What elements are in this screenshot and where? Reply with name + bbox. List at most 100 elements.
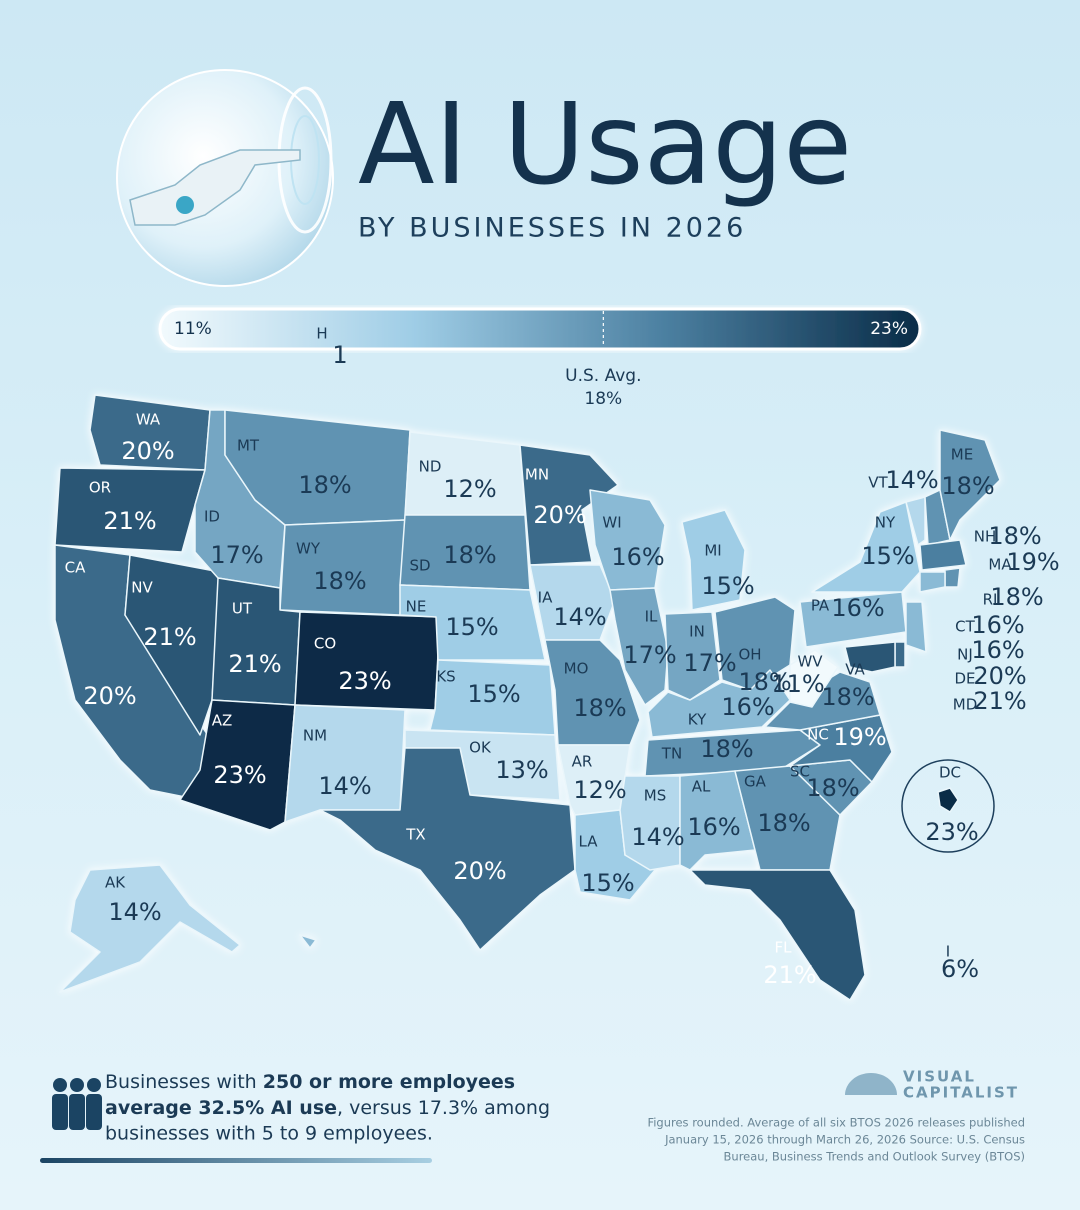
state-name: AZ: [212, 712, 233, 730]
state-value: 18%: [941, 472, 994, 500]
state-name: FL: [775, 939, 793, 957]
state-name: UT: [232, 600, 253, 618]
state-shape: [54, 467, 206, 553]
state-value: 15%: [445, 613, 498, 641]
state-name: LA: [579, 833, 599, 851]
state-value: 23%: [925, 818, 978, 846]
state-name: TX: [405, 826, 425, 844]
state-name: MT: [237, 437, 260, 455]
state-shape: [544, 639, 641, 746]
state-name: WY: [296, 540, 321, 558]
state-value: 15%: [701, 572, 754, 600]
state-shape: [89, 394, 211, 471]
state-name: NJ: [957, 646, 973, 664]
state-shape: [284, 704, 406, 823]
callout-line: average 32.5% AI use, versus 17.3% among: [105, 1097, 550, 1119]
state-value: 18%: [700, 735, 753, 763]
state-name: NC: [807, 726, 829, 744]
state-value: 15%: [861, 542, 914, 570]
state-value: 19%: [1006, 548, 1059, 576]
state-shape: [919, 571, 946, 593]
callout-line: Businesses with 250 or more employees: [105, 1071, 515, 1093]
state-name: OK: [469, 739, 492, 757]
us-map: [54, 394, 1001, 1001]
robot-joint: [176, 196, 194, 214]
state-name: ND: [419, 458, 442, 476]
state-shape: [59, 864, 241, 993]
state-shape: [689, 869, 866, 1001]
state-name: MN: [525, 466, 549, 484]
brand-logo: VISUAL CAPITALIST: [845, 1068, 1019, 1102]
average-label: U.S. Avg.: [565, 366, 641, 386]
state-value: 20%: [83, 682, 136, 710]
state-name: WV: [797, 653, 823, 671]
state-name: SC: [790, 763, 810, 781]
state-value: 18%: [806, 774, 859, 802]
state-shape: [789, 714, 893, 783]
title: AI Usage: [358, 80, 852, 210]
callout-bold: average 32.5% AI use: [105, 1097, 337, 1119]
callout-text: , versus 17.3% among: [337, 1097, 550, 1119]
state-value: 20%: [973, 662, 1026, 690]
state-value: 18%: [757, 809, 810, 837]
state-name: MD: [953, 696, 978, 714]
callout-bold: 250 or more employees: [263, 1071, 515, 1093]
state-value: 15%: [581, 869, 634, 897]
state-value: 18%: [573, 694, 626, 722]
hero-illustration: [116, 69, 334, 287]
state-name: NH: [974, 528, 997, 546]
state-value: 16%: [611, 543, 664, 571]
state-name: MI: [704, 542, 721, 560]
state-name: TN: [661, 745, 682, 763]
state-shape: [919, 539, 967, 571]
state-value: 12%: [443, 475, 496, 503]
legend-tick-label: 11%: [174, 319, 212, 339]
color-legend-bar: [158, 307, 922, 351]
state-value: 18%: [443, 541, 496, 569]
state-shape: [894, 641, 906, 668]
state-shape: [939, 429, 1001, 541]
state-shape: [681, 509, 746, 611]
state-name: AK: [105, 874, 126, 892]
state-shape: [905, 496, 926, 546]
state-name: NM: [303, 727, 327, 745]
source-note: January 15, 2026 through March 26, 2026 …: [664, 1133, 1025, 1147]
state-shape: [905, 601, 927, 653]
state-name: DE: [954, 670, 975, 688]
state-value: 14%: [885, 466, 938, 494]
state-value: 13%: [495, 756, 548, 784]
brand-name: CAPITALIST: [903, 1084, 1019, 1102]
state-shape: [319, 747, 576, 951]
underline: [40, 1158, 432, 1163]
state-name: MS: [644, 787, 666, 805]
state-value: 21%: [763, 961, 816, 989]
source-note: Bureau, Business Trends and Outlook Surv…: [724, 1150, 1025, 1164]
people-icon: [52, 1078, 102, 1130]
state-name: ME: [951, 446, 973, 464]
state-name: CO: [314, 635, 336, 653]
state-shape: [609, 587, 669, 706]
state-name: OR: [89, 479, 111, 497]
state-name: AR: [572, 753, 593, 771]
state-shape: [299, 934, 317, 949]
state-shape: [294, 611, 441, 711]
state-value: 16%: [971, 636, 1024, 664]
callout-line: businesses with 5 to 9 employees.: [105, 1123, 433, 1145]
state-shape: [664, 611, 721, 701]
state-shape: [647, 669, 791, 738]
state-value: 18%: [313, 567, 366, 595]
state-name: IA: [538, 589, 553, 607]
source-note: Figures rounded. Average of all six BTOS…: [647, 1116, 1025, 1130]
state-value: 23%: [338, 667, 391, 695]
state-value: 14%: [631, 823, 684, 851]
robot-hand: [129, 149, 301, 226]
logo-mark: [845, 1073, 897, 1095]
state-name: KS: [436, 668, 455, 686]
state-value: 20%: [121, 437, 174, 465]
state-value: 16%: [687, 813, 740, 841]
state-value: 16%: [721, 693, 774, 721]
state-name: SD: [409, 557, 430, 575]
